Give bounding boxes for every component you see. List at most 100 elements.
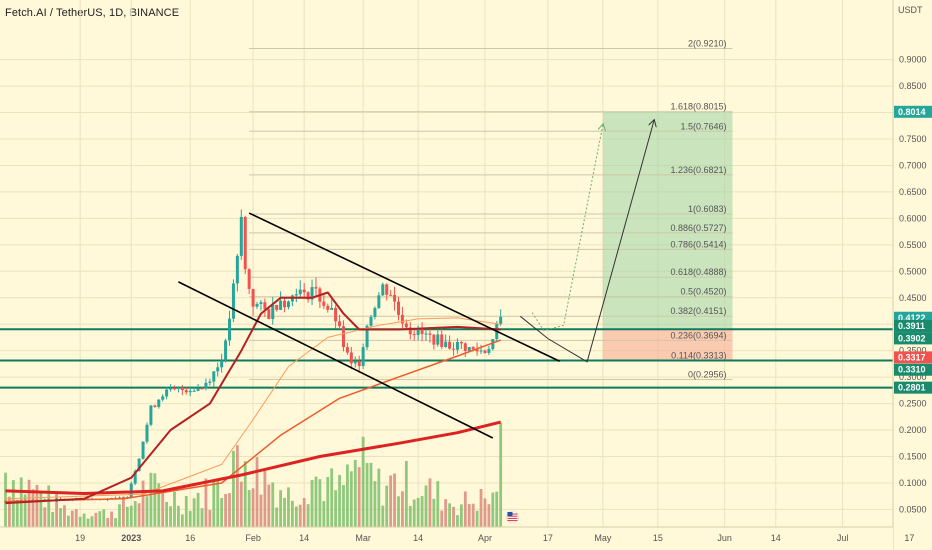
candle-body [397,301,400,315]
candle-body [408,327,412,335]
volume-bar [70,510,74,527]
volume-bar [479,489,483,527]
candle-body [400,314,404,324]
volume-bar [420,496,424,527]
volume-bar [255,457,259,527]
volume-bar [8,496,11,527]
volume-bar [149,472,153,527]
volume-bar [247,490,251,527]
volume-bar [78,516,82,527]
moving-average-line [5,291,501,505]
fib-label: 1.618(0.8015) [671,102,727,112]
candle-body [455,341,459,350]
candle-body [286,301,290,308]
fib-label: 0.618(0.4888) [671,267,727,277]
volume-bar [349,471,353,527]
volume-bar [239,481,243,527]
volume-bar [487,504,491,527]
candle-body [432,334,436,345]
volume-bar [106,517,110,527]
candle-body [369,316,373,326]
candle-body [440,334,444,347]
price-tag-label: 0.4122 [898,313,926,323]
volume-bar [338,474,341,527]
volume-bar [169,506,172,527]
volume-bar [235,445,239,527]
volume-bar [251,488,255,527]
time-tick-label: 2023 [121,533,141,543]
candle-body [121,497,125,499]
volume-bar [499,422,503,527]
volume-bar [452,506,455,527]
volume-bar [334,490,338,527]
volume-bar [389,475,393,527]
candle-body [330,307,334,310]
candle-body [259,302,263,304]
candle-body [216,367,220,372]
projection-path [531,125,603,332]
volume-bar [63,505,66,527]
price-tick-label: 0.7500 [899,134,927,144]
currency-label: USDT [898,5,923,15]
candle-body [137,458,141,472]
moving-averages [5,291,502,505]
volume-bar [212,480,216,527]
candle-body [377,295,381,308]
volume-bar [55,492,58,527]
time-tick-label: May [594,533,612,543]
candle-body [365,325,369,348]
volume-bar [424,485,428,527]
price-tag [894,363,932,376]
candle-body [459,341,463,344]
volume-bar [98,511,102,527]
candle-body [412,334,416,336]
candle-body [302,289,306,293]
candle-body [153,405,157,407]
candle-body [393,294,397,302]
price-tick-label: 0.2500 [899,399,927,409]
time-tick-label: Apr [478,533,492,543]
candle-body [452,348,456,350]
volume-bar [200,508,204,527]
volume-bar [369,462,373,527]
candle-body [326,305,330,310]
candle-body [251,288,255,307]
volume-bar [208,509,212,527]
candle-body [169,388,173,390]
volume-bar [283,497,286,527]
volume-bar [15,501,19,527]
price-tag [894,332,932,345]
candle-body [334,307,338,322]
volume-bar [180,514,184,527]
candle-body [180,387,184,391]
volume-bar [118,504,121,527]
volume-bar [436,481,440,527]
volume-bar [161,493,165,527]
moving-average-line [5,339,501,503]
volume-bar [463,491,467,527]
candle-body [389,294,393,296]
time-tick-label: 17 [904,533,914,543]
price-tag-label: 0.8014 [898,107,926,117]
price-tick-label: 0.0500 [899,504,927,514]
volume-bar [467,504,471,527]
volume-bar [35,484,39,527]
volume-bar [86,518,90,527]
volume-bar [4,472,7,527]
candle-body [463,343,467,351]
candle-body [314,287,318,289]
candle-body [420,328,424,334]
volume-bar [243,461,247,527]
volume-bar [381,505,385,527]
candle-body [208,381,212,383]
candle-body [275,304,279,310]
price-axis-bg [893,0,932,550]
fib-label: 0(0.2956) [688,369,727,379]
time-tick-label: 14 [413,533,423,543]
candle-body [424,333,428,335]
volume-bar [47,485,51,527]
candle-body [404,323,408,328]
volume-bar [125,506,129,527]
volume-bar [224,494,227,527]
